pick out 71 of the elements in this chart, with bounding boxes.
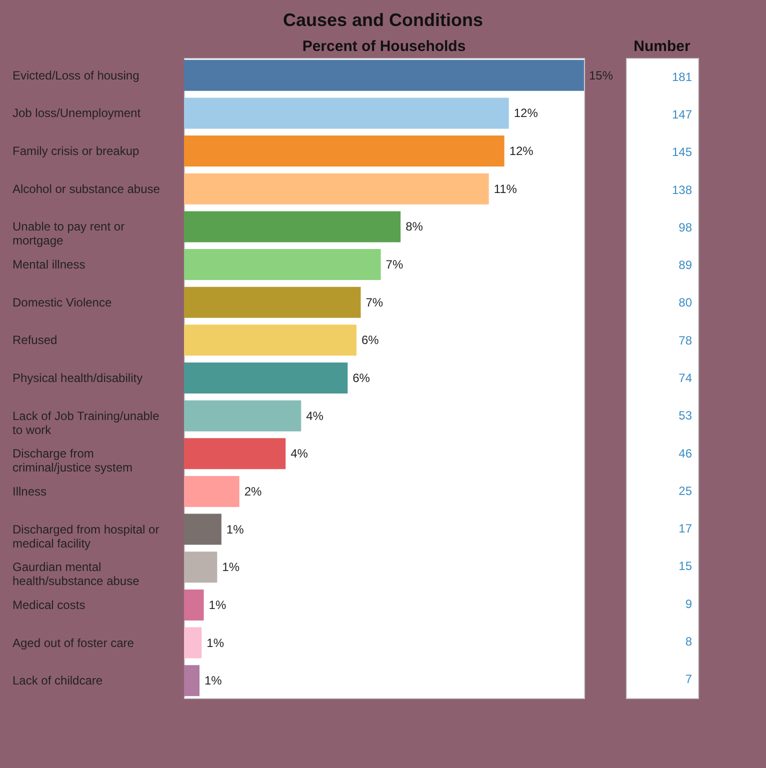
bar — [184, 476, 240, 507]
x-axis-title: Percent of Households — [302, 38, 466, 55]
data-label: 11% — [494, 182, 518, 196]
data-label: 8 — [685, 634, 692, 649]
data-label: 6% — [361, 333, 380, 348]
data-label: 17 — [678, 522, 692, 536]
bar — [184, 552, 218, 583]
data-label: 89 — [678, 258, 692, 272]
data-label: 2% — [244, 484, 262, 498]
bar — [184, 627, 202, 658]
data-label: 1% — [204, 674, 222, 688]
data-label: 7 — [685, 672, 692, 686]
bar — [184, 514, 222, 545]
data-label: 98 — [678, 220, 692, 234]
data-label: 1% — [208, 598, 226, 612]
data-label: 78 — [678, 333, 692, 348]
y-tick-label: Family crisis or breakup — [12, 144, 140, 158]
data-label: 1% — [206, 636, 224, 650]
data-label: 53 — [678, 408, 692, 423]
y-tick-label: Lack of childcare — [12, 674, 103, 688]
data-label: 138 — [672, 182, 692, 197]
y-tick-label: Job loss/Unemployment — [12, 106, 142, 120]
chart-title: Causes and Conditions — [282, 9, 484, 32]
y-tick-label: Unable to pay rent or mortgage — [12, 220, 125, 248]
data-label: 7% — [386, 258, 404, 272]
data-label: 8% — [406, 220, 424, 234]
bar — [184, 589, 204, 620]
data-label: 46 — [678, 446, 692, 460]
y-tick-label: Aged out of foster care — [12, 636, 134, 650]
data-label: 1% — [222, 560, 240, 574]
y-tick-label: Lack of Job Training/unable to work — [12, 408, 160, 437]
y-tick-label: Discharged from hospital or medical facility — [12, 522, 160, 550]
data-label: 145 — [672, 145, 692, 160]
data-label: 12% — [514, 106, 538, 120]
y-tick-label: Mental illness — [12, 258, 86, 272]
y-tick-label: Evicted/Loss of housing — [12, 68, 140, 82]
bar — [184, 324, 356, 356]
data-label: 1% — [226, 522, 244, 536]
bar — [184, 211, 401, 242]
data-label: 12% — [509, 144, 534, 158]
y-tick-label: Domestic Violence — [12, 295, 112, 310]
data-label: 25 — [678, 484, 692, 498]
data-label: 4% — [290, 446, 308, 461]
bar — [184, 249, 381, 280]
y-tick-label: Alcohol or substance abuse — [12, 182, 160, 196]
y-tick-label: Physical health/disability — [12, 371, 143, 385]
y-tick-label: Medical costs — [12, 598, 86, 612]
data-label: 15% — [589, 68, 614, 82]
y-tick-label: Illness — [12, 484, 47, 498]
bar — [184, 173, 489, 204]
bar — [184, 98, 509, 129]
y-tick-label: Gaurdian mental health/substance abuse — [12, 560, 140, 588]
bar — [184, 400, 302, 432]
bar — [184, 60, 584, 91]
data-label: 15 — [678, 559, 692, 574]
bar — [184, 286, 361, 318]
data-label: 7% — [366, 295, 384, 310]
bar — [184, 665, 200, 696]
bar — [184, 136, 504, 167]
data-label: 181 — [672, 70, 692, 84]
text: Number — [634, 38, 690, 55]
y-tick-label: Refused — [12, 333, 58, 348]
data-label: 80 — [678, 296, 692, 310]
data-label: 6% — [352, 371, 370, 385]
data-label: 4% — [306, 408, 324, 423]
y-tick-label: Discharge from criminal/justice system — [12, 446, 133, 475]
data-label: 147 — [672, 107, 692, 122]
bar — [184, 362, 348, 394]
bar — [184, 438, 286, 470]
data-label: 74 — [678, 371, 692, 385]
data-label: 9 — [685, 596, 692, 611]
